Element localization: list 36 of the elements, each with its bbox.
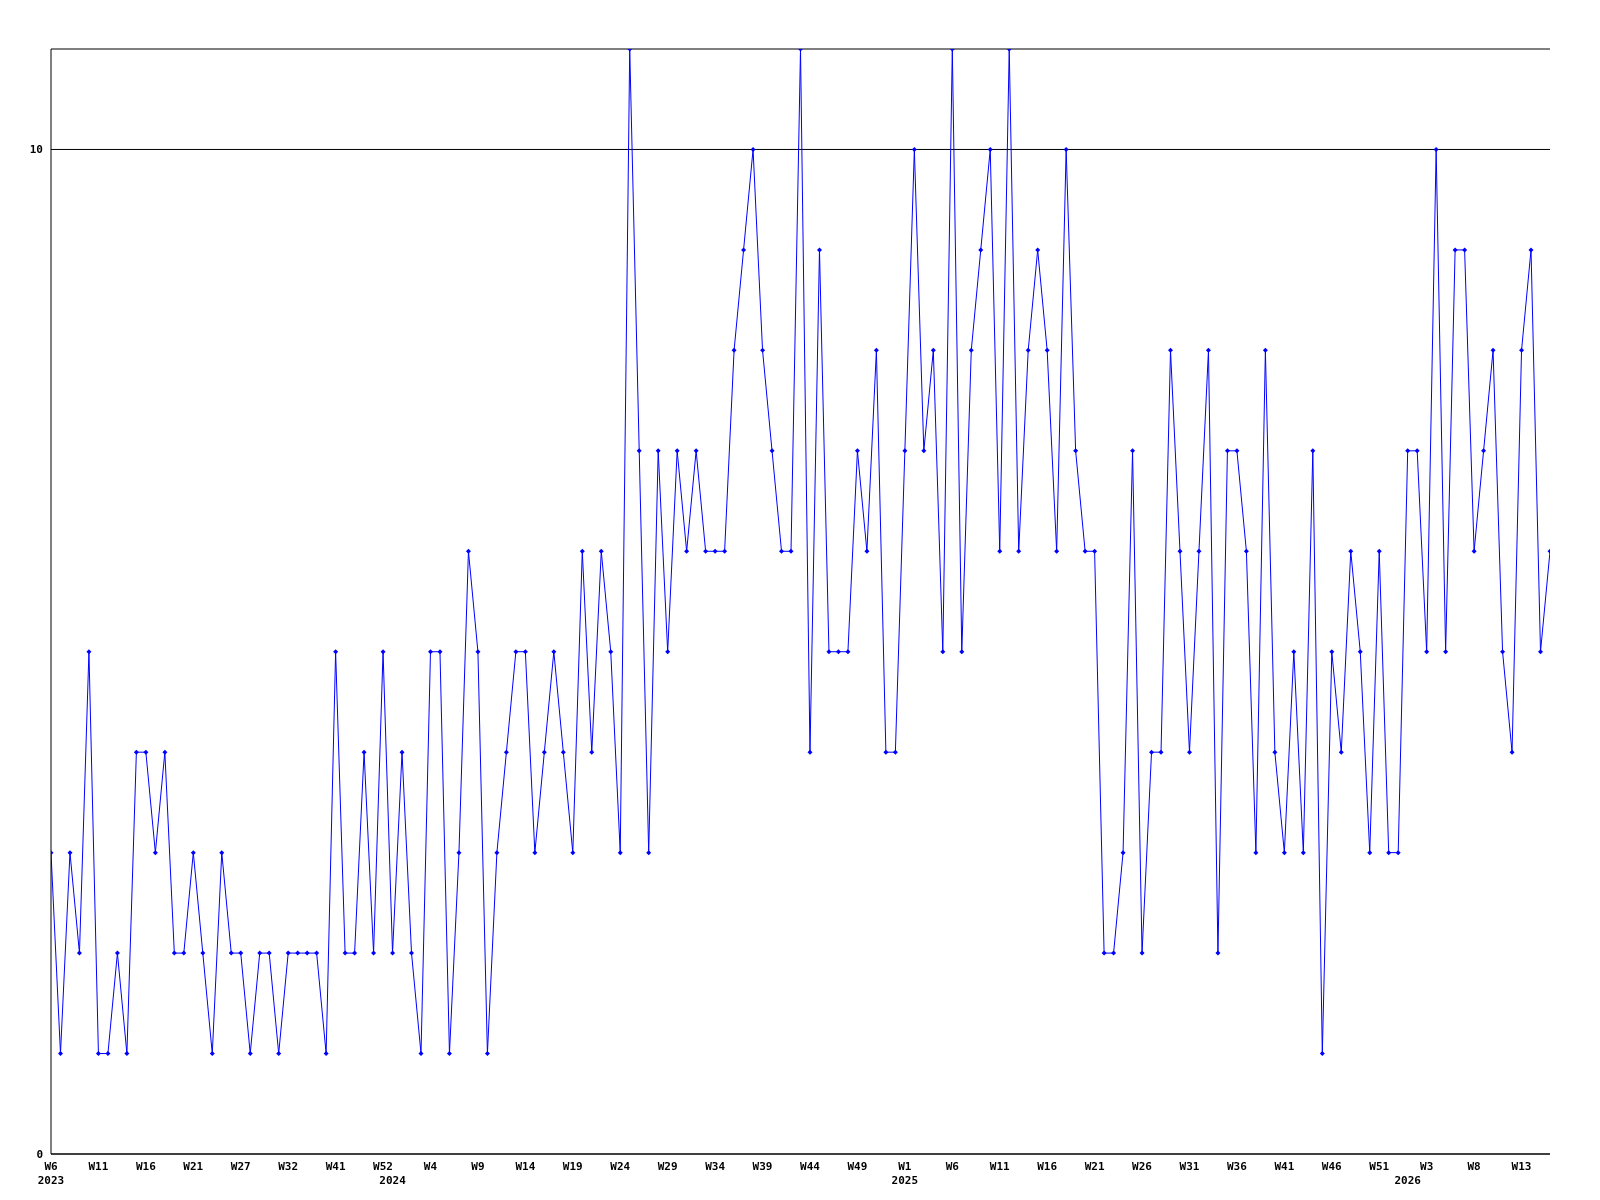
- x-tick-label: W36: [1226, 1160, 1248, 1173]
- x-tick-label: W29: [657, 1160, 678, 1173]
- x-tick-label: W6 2023: [37, 1160, 65, 1187]
- x-tick-label: W21: [183, 1160, 204, 1173]
- x-tick-label: W46: [1321, 1160, 1343, 1173]
- x-tick-label: W1 2025: [891, 1160, 919, 1187]
- x-tick-label: 2024: [379, 1174, 407, 1187]
- x-tick-label: W51: [1369, 1160, 1390, 1173]
- x-tick-label: W16: [1037, 1160, 1058, 1173]
- x-tick-label: W31: [1179, 1160, 1200, 1173]
- x-tick-label: W39: [752, 1160, 773, 1173]
- x-tick-label: W14: [515, 1160, 536, 1173]
- x-tick-label: W3: [1420, 1160, 1434, 1173]
- x-tick-label: W27: [230, 1160, 251, 1173]
- x-tick-label: W8: [1467, 1160, 1481, 1173]
- x-tick-label: W21: [1084, 1160, 1105, 1173]
- x-tick-label: W11: [989, 1160, 1011, 1173]
- x-tick-label: W49: [847, 1160, 868, 1173]
- x-tick-label: W52: [373, 1160, 393, 1173]
- x-tick-label: W9: [471, 1160, 485, 1173]
- x-tick-label: W16: [135, 1160, 157, 1173]
- x-tick-label: W26: [1132, 1160, 1153, 1173]
- x-tick-label: W34: [705, 1160, 726, 1173]
- x-tick-label: W44: [800, 1160, 821, 1173]
- x-tick-label: W41: [325, 1160, 346, 1173]
- x-tick-label: W4: [423, 1160, 438, 1173]
- x-tick-label: W41: [1274, 1160, 1295, 1173]
- x-tick-label: W32: [278, 1160, 299, 1173]
- x-tick-label: W11: [88, 1160, 109, 1173]
- x-tick-label: W6: [945, 1160, 960, 1173]
- x-tick-label: W24: [610, 1160, 631, 1173]
- y-tick-label: 10: [29, 143, 43, 157]
- x-tick-label: W13: [1511, 1160, 1532, 1173]
- x-tick-label: 2026: [1394, 1174, 1422, 1187]
- x-tick-label: W19: [562, 1160, 583, 1173]
- y-tick-label: 0: [36, 1147, 43, 1161]
